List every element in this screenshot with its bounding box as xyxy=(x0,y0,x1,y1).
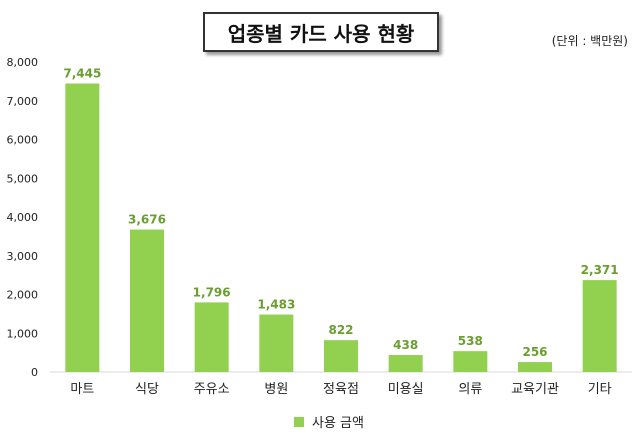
x-tick-label: 미용실 xyxy=(388,382,424,397)
data-label: 538 xyxy=(458,334,483,348)
x-tick-label: 기타 xyxy=(588,382,612,397)
bar xyxy=(259,314,294,372)
bars: 7,445 마트 3,676 식당 1,796 주유소 1,483 병원 822 정육점 438 미용… xyxy=(63,67,618,397)
bar xyxy=(130,229,164,372)
data-label: 1,483 xyxy=(257,298,295,312)
x-tick-label: 식당 xyxy=(135,382,159,397)
y-tick-label: 2,000 xyxy=(7,289,39,302)
unit-label: (단위 : 백만원) xyxy=(551,34,628,48)
x-tick-label: 마트 xyxy=(70,382,94,397)
bar xyxy=(194,302,229,372)
y-tick-label: 3,000 xyxy=(7,250,39,263)
legend-label: 사용 금액 xyxy=(312,416,364,431)
bar xyxy=(518,362,552,372)
y-tick-label: 0 xyxy=(31,366,38,379)
x-tick-label: 교육기관 xyxy=(511,382,559,397)
data-label: 822 xyxy=(328,323,353,337)
y-tick-label: 8,000 xyxy=(7,56,39,69)
data-label: 7,445 xyxy=(63,67,101,81)
y-tick-label: 7,000 xyxy=(7,95,39,108)
data-label: 438 xyxy=(393,338,418,352)
bar xyxy=(388,355,423,372)
legend: 사용 금액 xyxy=(294,416,364,431)
bar xyxy=(324,340,358,372)
bar xyxy=(65,83,100,372)
x-tick-label: 의류 xyxy=(458,382,482,397)
y-tick-label: 6,000 xyxy=(7,134,39,147)
bar xyxy=(582,280,617,372)
x-tick-label: 병원 xyxy=(264,382,288,397)
x-tick-label: 정육점 xyxy=(323,382,359,397)
data-label: 256 xyxy=(522,345,547,359)
legend-swatch xyxy=(294,417,304,427)
y-tick-label: 5,000 xyxy=(7,172,39,185)
data-label: 2,371 xyxy=(581,263,619,277)
x-tick-label: 주유소 xyxy=(194,382,230,397)
bar xyxy=(453,351,488,372)
chart-title: 업종별 카드 사용 현황 xyxy=(203,12,439,52)
y-tick-label: 4,000 xyxy=(7,211,39,224)
data-label: 3,676 xyxy=(128,213,166,227)
y-tick-label: 1,000 xyxy=(7,327,39,340)
data-label: 1,796 xyxy=(193,285,231,299)
y-axis: 0 1,000 2,000 3,000 4,000 5,000 6,000 7,000 8,00… xyxy=(7,56,632,379)
